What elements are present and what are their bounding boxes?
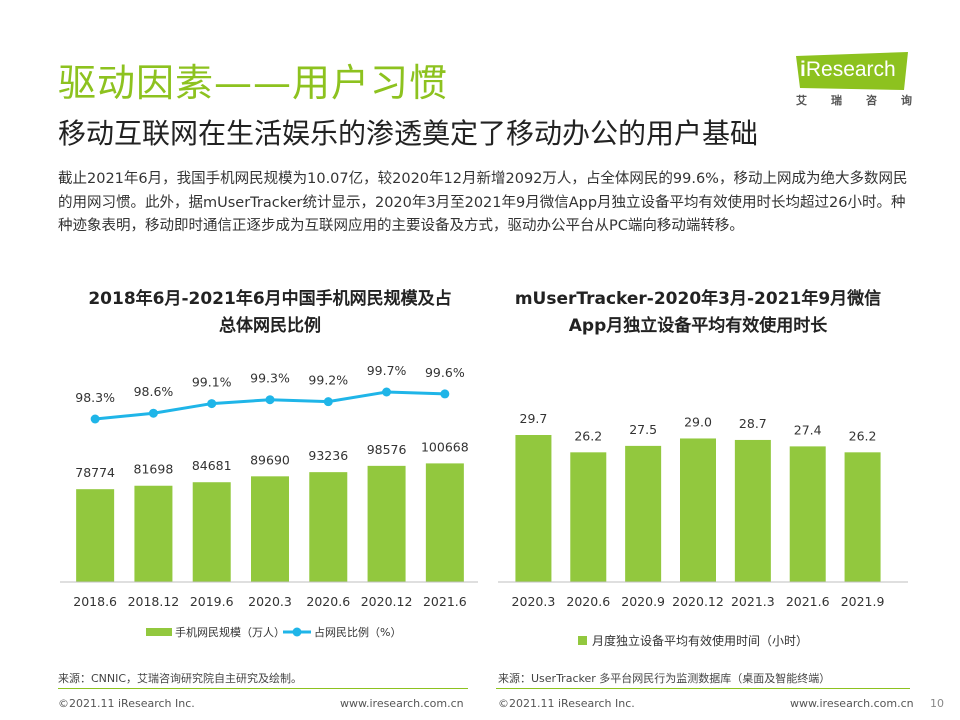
chart2-bar — [625, 445, 662, 582]
chart1-title-line2: 总体网民比例 — [219, 316, 321, 336]
chart1-bar-value: 98576 — [367, 442, 407, 457]
chart2-legend-swatch — [578, 636, 587, 645]
chart2-bar-value: 26.2 — [574, 428, 602, 443]
footer-copyright-left: ©2021.11 iResearch Inc. — [58, 697, 195, 710]
chart1-x-tick: 2020.12 — [361, 594, 413, 609]
chart1-x-tick: 2019.6 — [190, 594, 234, 609]
chart1-line-point — [440, 389, 450, 399]
chart2-bar — [789, 446, 826, 582]
chart2-bar-value: 26.2 — [849, 428, 877, 443]
chart2-title-line1: mUserTracker-2020年3月-2021年9月微信 — [514, 289, 882, 309]
chart2-title-line2: App月独立设备平均有效使用时长 — [568, 316, 828, 336]
chart1-line-point — [90, 414, 100, 424]
chart1-legend-line-label: 占网民比例（%） — [314, 625, 401, 639]
chart1-bar — [192, 482, 231, 582]
iresearch-logo: iResearch — [796, 52, 908, 90]
chart2-title: mUserTracker-2020年3月-2021年9月微信 App月独立设备平… — [488, 286, 908, 340]
chart1-line-value: 98.6% — [134, 384, 174, 399]
page-subtitle: 移动互联网在生活娱乐的渗透奠定了移动办公的用户基础 — [58, 117, 759, 150]
chart2-x-tick: 2021.3 — [731, 594, 775, 609]
chart2-bar-value: 27.5 — [629, 422, 657, 437]
logo-brand-rest: Research — [805, 58, 896, 81]
chart1-line-value: 99.1% — [192, 375, 232, 390]
chart1-bar — [309, 472, 348, 582]
chart2-legend-label: 月度独立设备平均有效使用时间（小时） — [592, 633, 808, 648]
chart1-line-point — [382, 387, 392, 397]
chart1-line-point — [323, 397, 333, 407]
chart2-bar-value: 28.7 — [739, 416, 767, 431]
chart1-line-point — [265, 395, 275, 405]
chart1-bar — [76, 489, 115, 582]
logo-sub-char: 艾 — [796, 94, 807, 107]
chart1-bar — [134, 485, 173, 582]
chart1-line-value: 98.3% — [75, 390, 115, 405]
chart1-line-point — [148, 408, 158, 418]
footer-copyright-right: ©2021.11 iResearch Inc. — [498, 697, 635, 710]
chart2-x-tick: 2021.6 — [786, 594, 830, 609]
chart2-bar — [515, 435, 552, 582]
chart1-line-value: 99.7% — [367, 363, 407, 378]
chart1-line-value: 99.6% — [425, 365, 465, 380]
chart1-x-tick: 2021.6 — [423, 594, 467, 609]
chart2-x-tick: 2021.9 — [841, 594, 885, 609]
footer-url-right[interactable]: www.iresearch.com.cn — [790, 697, 914, 710]
logo-brand-i: i — [800, 58, 806, 81]
chart2-source: 来源：UserTracker 多平台网民行为监测数据库（桌面及智能终端） — [498, 672, 831, 685]
chart1-bar-value: 78774 — [75, 465, 115, 480]
logo-sub-char: 询 — [901, 94, 912, 107]
chart2-bar — [570, 452, 607, 582]
footer-url-left[interactable]: www.iresearch.com.cn — [340, 697, 464, 710]
logo-sub-char: 咨 — [866, 94, 877, 107]
chart2-bar — [844, 452, 881, 582]
chart2-x-tick: 2020.12 — [672, 594, 724, 609]
page-title: 驱动因素——用户习惯 — [58, 61, 449, 105]
chart1-bar — [425, 463, 464, 582]
chart2-bar — [680, 438, 716, 582]
logo-subtitle: 艾 瑞 咨 询 — [796, 92, 912, 108]
chart1-title-line1: 2018年6月-2021年6月中国手机网民规模及占 — [88, 289, 452, 309]
chart2-bar-value: 27.4 — [794, 422, 822, 437]
chart1-legend-line-marker — [292, 627, 302, 637]
chart1-bar-value: 84681 — [192, 458, 232, 473]
logo-shape — [796, 52, 908, 90]
chart1-legend-bar-label: 手机网民规模（万人） — [175, 625, 285, 639]
chart1-x-tick: 2018.6 — [73, 594, 117, 609]
chart2-bar — [734, 439, 771, 582]
chart1-title: 2018年6月-2021年6月中国手机网民规模及占 总体网民比例 — [60, 286, 480, 340]
chart2-x-tick: 2020.9 — [621, 594, 665, 609]
chart1-bar — [251, 476, 289, 582]
chart2-bar-value: 29.7 — [520, 411, 548, 426]
chart1-line-point — [207, 399, 217, 409]
chart1-bar-value: 81698 — [134, 462, 174, 477]
chart1-bar-value: 100668 — [421, 439, 469, 454]
chart2-x-tick: 2020.6 — [566, 594, 610, 609]
chart1-line-value: 99.2% — [308, 373, 348, 388]
chart1-x-tick: 2018.12 — [128, 594, 180, 609]
chart1-line-value: 99.3% — [250, 371, 290, 386]
chart1-bar — [367, 465, 406, 582]
chart1-x-tick: 2020.6 — [306, 594, 350, 609]
chart1-bar-value: 89690 — [250, 452, 290, 467]
chart2-x-tick: 2020.3 — [512, 594, 556, 609]
chart2-bar-value: 29.0 — [684, 414, 712, 429]
page-number: 10 — [930, 697, 944, 710]
footer-divider-right — [496, 688, 910, 689]
intro-paragraph: 截止2021年6月，我国手机网民规模为10.07亿，较2020年12月新增209… — [58, 171, 908, 234]
footer-divider-left — [58, 688, 468, 689]
chart1-bar-value: 93236 — [308, 448, 348, 463]
chart1-source: 来源：CNNIC，艾瑞咨询研究院自主研究及绘制。 — [58, 672, 303, 685]
logo-sub-char: 瑞 — [831, 94, 842, 107]
chart1-x-tick: 2020.3 — [248, 594, 292, 609]
chart1-legend-bar-swatch — [146, 628, 172, 636]
